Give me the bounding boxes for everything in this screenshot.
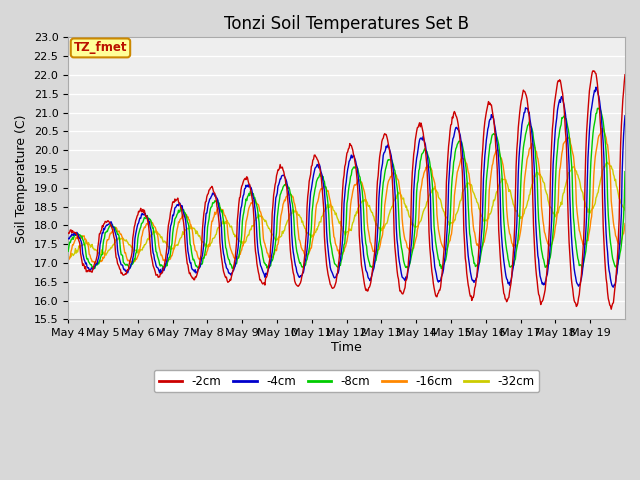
Title: Tonzi Soil Temperatures Set B: Tonzi Soil Temperatures Set B	[224, 15, 469, 33]
Legend: -2cm, -4cm, -8cm, -16cm, -32cm: -2cm, -4cm, -8cm, -16cm, -32cm	[154, 370, 540, 393]
Y-axis label: Soil Temperature (C): Soil Temperature (C)	[15, 114, 28, 242]
Text: TZ_fmet: TZ_fmet	[74, 41, 127, 54]
X-axis label: Time: Time	[332, 341, 362, 354]
